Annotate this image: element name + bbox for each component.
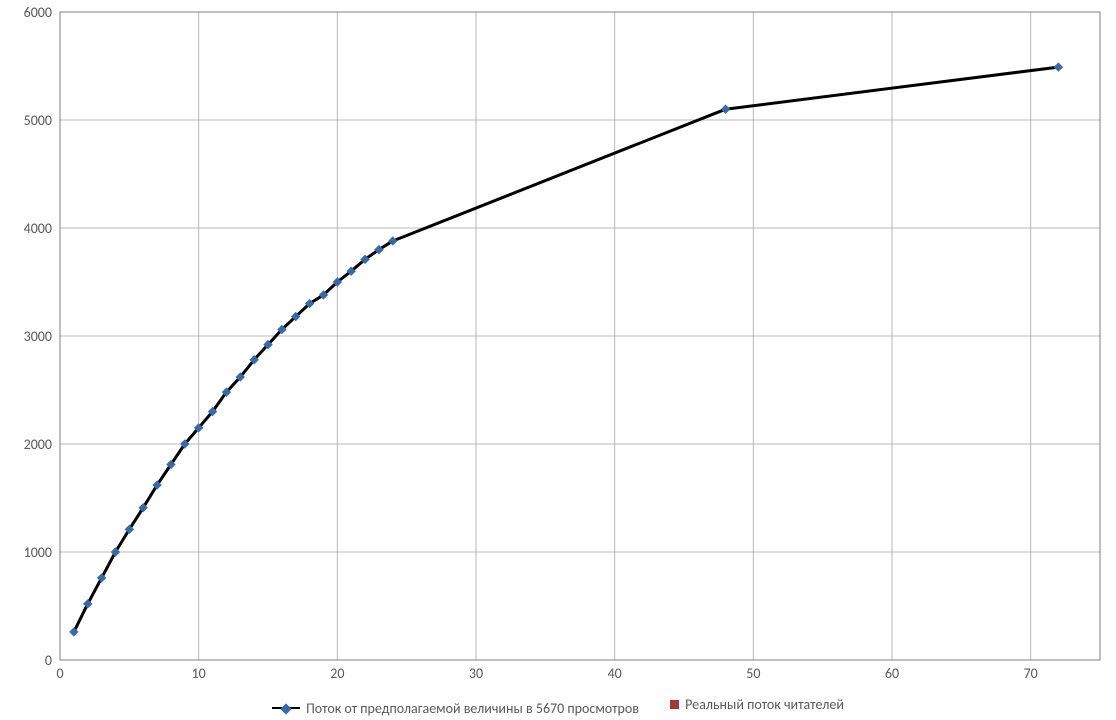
chart-svg: 0 1000 2000 3000 4000 5000 6000 0 10 20 30 40 50 60 70 [0, 0, 1116, 690]
y-tick-label: 2000 [24, 436, 52, 453]
legend: Поток от предполагаемой величины в 5670 … [0, 696, 1116, 717]
legend-swatch-line [272, 707, 300, 709]
x-tick-label: 20 [330, 665, 344, 682]
y-tick-label: 6000 [24, 4, 52, 21]
x-tick-label: 40 [608, 665, 622, 682]
y-tick-label: 4000 [24, 220, 52, 237]
legend-item-series2: Реальный поток читателей [670, 696, 844, 713]
x-tick-label: 30 [469, 665, 483, 682]
x-tick-label: 70 [1024, 665, 1038, 682]
square-icon [670, 700, 679, 709]
x-tick-label: 50 [746, 665, 760, 682]
legend-label-series2: Реальный поток читателей [685, 696, 844, 713]
chart-container: 0 1000 2000 3000 4000 5000 6000 0 10 20 30 40 50 60 70… [0, 0, 1116, 720]
x-tick-label: 10 [192, 665, 206, 682]
legend-label-series1: Поток от предполагаемой величины в 5670 … [306, 700, 639, 717]
x-tick-label: 60 [885, 665, 899, 682]
diamond-icon [280, 703, 291, 714]
x-tick-label: 0 [56, 665, 63, 682]
y-tick-label: 5000 [24, 112, 52, 129]
legend-item-series1: Поток от предполагаемой величины в 5670 … [272, 700, 639, 717]
y-tick-label: 1000 [24, 544, 52, 561]
y-tick-label: 3000 [24, 328, 52, 345]
y-tick-label: 0 [45, 652, 52, 669]
